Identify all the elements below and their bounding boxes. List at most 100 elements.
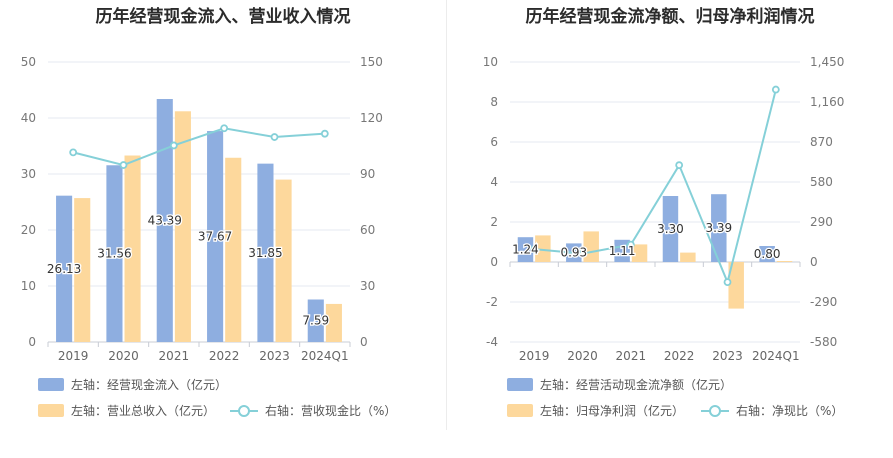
bar-primary bbox=[257, 163, 274, 342]
y-left-tick-label: 0 bbox=[28, 335, 36, 349]
chart-plot-cashflow-revenue: 0 10 20 30 40 50 0 30 60 90 120 150 2019 2020 2021 2022… bbox=[21, 55, 383, 363]
bar-primary bbox=[711, 194, 727, 262]
chart-panel-cashflow-revenue: 历年经营现金流入、营业收入情况 0 10 20 30 40 50 0 30 60 90 120 150… bbox=[0, 0, 446, 458]
y-right-tick-label: 0 bbox=[360, 335, 368, 349]
bar-secondary bbox=[275, 179, 292, 342]
y-right-tick-label: 1,160 bbox=[810, 95, 844, 109]
y-right-tick-label: 0 bbox=[810, 255, 818, 269]
y-left-tick-label: 50 bbox=[21, 55, 36, 69]
legend-label: 右轴：营收现金比（%） bbox=[265, 404, 397, 418]
bar-secondary bbox=[225, 157, 242, 342]
x-tick-label: 2021 bbox=[159, 349, 190, 363]
bar-primary bbox=[207, 131, 224, 342]
y-left-tick-label: 8 bbox=[490, 95, 498, 109]
y-left-tick-label: 0 bbox=[490, 255, 498, 269]
x-tick-label: 2024Q1 bbox=[301, 349, 349, 363]
y-right-tick-label: 870 bbox=[810, 135, 833, 149]
y-left-tick-label: 6 bbox=[490, 135, 498, 149]
chart-title: 历年经营现金流入、营业收入情况 bbox=[95, 7, 351, 27]
legend-swatch-line bbox=[701, 404, 729, 417]
chart-title: 历年经营现金流净额、归母净利润情况 bbox=[525, 7, 815, 27]
line-point bbox=[771, 85, 780, 94]
y-right-tick-label: 1,450 bbox=[810, 55, 844, 69]
bar-secondary bbox=[124, 155, 141, 342]
line-point bbox=[626, 240, 635, 249]
y-right-tick-label: 60 bbox=[360, 223, 375, 237]
y-right-tick-label: -290 bbox=[810, 295, 837, 309]
line-point bbox=[220, 124, 229, 133]
y-right-tick-label: 150 bbox=[360, 55, 383, 69]
y-left-tick-label: 20 bbox=[21, 223, 36, 237]
x-tick-label: 2020 bbox=[567, 349, 598, 363]
y-left-tick-label: -2 bbox=[486, 295, 498, 309]
data-label: 1.24 bbox=[512, 243, 539, 257]
bar-secondary bbox=[325, 303, 342, 342]
chart-panel-netcash-profit: 历年经营现金流净额、归母净利润情况 -4 -2 0 2 4 6 8 10 -580 -290 0 29… bbox=[447, 0, 893, 458]
x-tick-label: 2022 bbox=[664, 349, 695, 363]
y-left-tick-label: 40 bbox=[21, 111, 36, 125]
x-tick-label: 2023 bbox=[259, 349, 290, 363]
legend-label: 左轴：营业总收入（亿元） bbox=[71, 404, 216, 418]
series-line bbox=[72, 127, 325, 167]
legend-swatch-bar bbox=[38, 378, 64, 391]
data-label: 7.59 bbox=[302, 314, 329, 328]
bar-primary bbox=[517, 237, 534, 262]
legend-label: 左轴：经营活动现金流净额（亿元） bbox=[540, 378, 733, 392]
line-point bbox=[119, 161, 128, 169]
y-left-tick-label: 10 bbox=[483, 55, 498, 69]
data-label: 0.80 bbox=[754, 247, 781, 261]
x-tick-label: 2024Q1 bbox=[752, 349, 800, 363]
legend-item-net-profit[interactable]: 左轴：归母净利润（亿元） bbox=[507, 402, 684, 419]
legend-item-revenue[interactable]: 左轴：营业总收入（亿元） bbox=[38, 402, 215, 419]
chart-plot-netcash-profit: -4 -2 0 2 4 6 8 10 -580 -290 0 290 580 870 1,160 1,450 2… bbox=[483, 55, 845, 363]
line-point bbox=[530, 245, 539, 254]
bar-primary bbox=[156, 99, 173, 343]
bar-secondary bbox=[583, 231, 599, 262]
line-point bbox=[578, 249, 587, 258]
y-right-tick-label: 290 bbox=[810, 215, 833, 229]
legend-label: 左轴：归母净利润（亿元） bbox=[540, 404, 685, 418]
bar-secondary bbox=[535, 235, 551, 262]
bar-secondary bbox=[631, 244, 648, 262]
bar-secondary bbox=[776, 261, 793, 262]
legend-swatch-bar bbox=[507, 378, 533, 391]
x-tick-label: 2019 bbox=[519, 349, 550, 363]
x-tick-label: 2019 bbox=[58, 349, 89, 363]
y-right-tick-label: -580 bbox=[810, 335, 837, 349]
y-left-tick-label: -4 bbox=[486, 335, 498, 349]
line-point bbox=[723, 278, 732, 287]
data-label: 31.85 bbox=[248, 246, 282, 260]
y-left-tick-label: 4 bbox=[490, 175, 498, 189]
x-tick-label: 2021 bbox=[616, 349, 647, 363]
legend-label: 左轴：经营现金流入（亿元） bbox=[71, 378, 228, 392]
data-label: 37.67 bbox=[198, 230, 232, 244]
legend-swatch-line bbox=[230, 404, 258, 417]
bar-secondary bbox=[680, 252, 696, 262]
legend-item-net-operating-cash[interactable]: 左轴：经营活动现金流净额（亿元） bbox=[507, 376, 732, 393]
data-label: 26.13 bbox=[47, 262, 81, 276]
bar-primary bbox=[56, 195, 73, 342]
legend-item-cash-ratio[interactable]: 右轴：营收现金比（%） bbox=[230, 402, 396, 419]
bar-primary bbox=[307, 299, 324, 342]
data-label: 31.56 bbox=[97, 247, 131, 261]
series-line bbox=[534, 89, 777, 286]
line-point bbox=[675, 161, 684, 170]
y-right-tick-label: 580 bbox=[810, 175, 833, 189]
data-label: 3.30 bbox=[657, 222, 684, 236]
bar-secondary bbox=[728, 262, 744, 309]
x-tick-label: 2023 bbox=[712, 349, 743, 363]
x-tick-label: 2020 bbox=[108, 349, 139, 363]
line-point bbox=[320, 129, 329, 138]
x-tick-label: 2022 bbox=[209, 349, 240, 363]
bar-secondary bbox=[174, 111, 191, 342]
data-label: 3.39 bbox=[705, 221, 732, 235]
line-point bbox=[270, 133, 279, 141]
data-label: 43.39 bbox=[148, 214, 182, 228]
legend-item-net-cash-ratio[interactable]: 右轴：净现比（%） bbox=[701, 402, 843, 419]
line-point bbox=[169, 141, 178, 150]
legend-label: 右轴：净现比（%） bbox=[736, 404, 844, 418]
y-left-tick-label: 30 bbox=[21, 167, 36, 181]
y-left-tick-label: 2 bbox=[490, 215, 498, 229]
legend-item-cash-inflow[interactable]: 左轴：经营现金流入（亿元） bbox=[38, 376, 227, 393]
y-right-tick-label: 30 bbox=[360, 279, 375, 293]
